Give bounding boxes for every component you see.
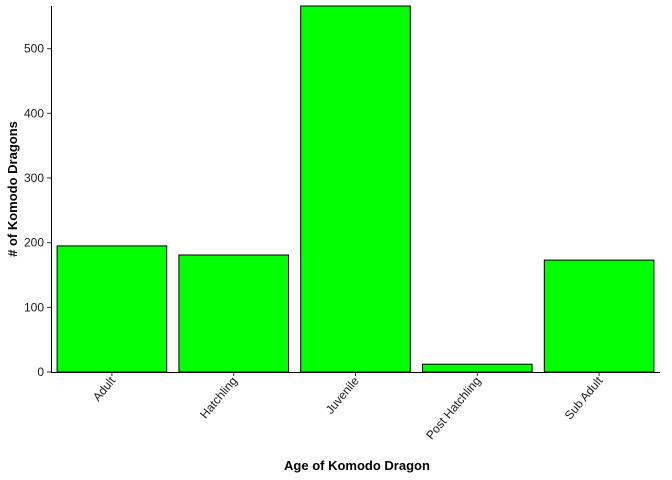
y-axis-title: # of Komodo Dragons: [5, 121, 20, 257]
y-tick-label: 400: [24, 106, 44, 120]
x-ticks-group: Adult Hatchling Juvenile Post Hatchling Sub …: [90, 372, 606, 442]
bar-juvenile: [300, 5, 411, 373]
y-tick-label: 200: [24, 236, 44, 250]
bars-group: [56, 5, 655, 373]
x-tick-label: Hatchling: [197, 374, 240, 421]
x-tick-label: Juvenile: [323, 374, 362, 417]
y-tick-label: 100: [24, 300, 44, 314]
bar-post-hatchling: [422, 363, 533, 373]
bar-sub-adult: [543, 259, 655, 373]
bar-hatchling: [178, 254, 289, 373]
x-axis-title: Age of Komodo Dragon: [284, 458, 430, 473]
bar-adult: [56, 245, 168, 373]
y-tick-label: 300: [24, 171, 44, 185]
y-ticks-group: 0 100 200 300 400 500: [24, 42, 51, 379]
y-tick-label: 500: [24, 42, 44, 56]
x-tick-label: Adult: [90, 373, 119, 403]
x-tick-label: Sub Adult: [562, 373, 606, 422]
y-tick-label: 0: [37, 365, 44, 379]
x-tick-label: Post Hatchling: [423, 374, 483, 442]
